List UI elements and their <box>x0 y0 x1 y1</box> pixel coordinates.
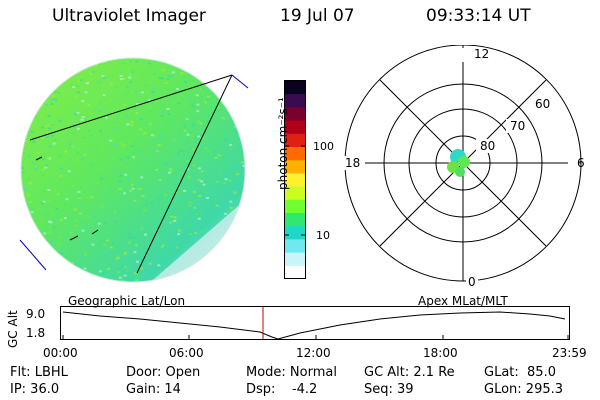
colorbar-unit-label: photon cm⁻²s⁻¹ <box>276 97 290 190</box>
lat-label-70: 70 <box>510 119 526 133</box>
status-seq: Seq: 39 <box>364 382 414 397</box>
colorbar-band <box>285 252 305 267</box>
status-ip: IP: 36.0 <box>10 382 60 397</box>
mlt-label-12: 12 <box>474 47 490 61</box>
colorbar-band <box>285 120 305 135</box>
status-glon: GLon: 295.3 <box>484 382 564 397</box>
status-dsp: Dsp: -4.2 <box>246 382 318 397</box>
colorbar-band <box>285 147 305 161</box>
status-gain: Gain: 14 <box>126 382 181 397</box>
colorbar-band <box>285 81 305 95</box>
colorbar-band <box>285 186 305 201</box>
colorbar-band <box>285 133 305 148</box>
colorbar-band <box>285 107 305 122</box>
colorbar-band <box>285 265 305 280</box>
app-title: Ultraviolet Imager <box>52 6 206 26</box>
colorbar-band <box>285 173 305 188</box>
timeline-y-axis-label: GC Alt <box>6 310 20 348</box>
colorbar-band <box>285 160 305 174</box>
time-label: 09:33:14 UT <box>426 6 531 26</box>
timeline-right-title: Apex MLat/MLT <box>418 294 508 308</box>
aurora-patch <box>447 149 470 177</box>
timeline-left-title: Geographic Lat/Lon <box>68 294 186 308</box>
colorbar-band <box>285 226 305 240</box>
gc-alt-timeline <box>60 306 570 340</box>
timeline-y-tick-min: 1.8 <box>26 326 46 340</box>
colorbar-band <box>285 199 305 214</box>
date-label: 19 Jul 07 <box>280 6 355 26</box>
colorbar <box>284 80 306 280</box>
timeline-x-tick-1200: 12:00 <box>296 346 331 360</box>
status-door: Door: Open <box>126 365 201 380</box>
status-filter: Flt: LBHL <box>10 365 68 380</box>
timeline-x-tick-0600: 06:00 <box>169 346 204 360</box>
timeline-x-tick-1800: 18:00 <box>423 346 458 360</box>
mlt-label-18: 18 <box>345 156 361 170</box>
colorbar-tick-10: 10 <box>316 229 330 242</box>
colorbar-tick-100: 100 <box>313 140 334 153</box>
timeline-x-tick-2359: 23:59 <box>552 346 587 360</box>
mlt-label-0: 0 <box>468 275 476 289</box>
colorbar-band <box>285 213 305 227</box>
colorbar-band <box>285 239 305 254</box>
status-mode: Mode: Normal <box>246 365 337 380</box>
colorbar-band <box>285 94 305 108</box>
timeline-x-tick-0000: 00:00 <box>43 346 78 360</box>
timeline-y-tick-max: 9.0 <box>26 307 46 321</box>
mlt-label-6: 6 <box>577 156 585 170</box>
lat-label-60: 60 <box>535 97 551 111</box>
polar-mlat-mlt-plot <box>343 45 582 289</box>
status-glat: GLat: 85.0 <box>484 365 556 380</box>
uv-image-geographic <box>19 57 249 283</box>
status-gc-alt: GC Alt: 2.1 Re <box>364 365 455 380</box>
lat-label-80: 80 <box>480 139 496 153</box>
